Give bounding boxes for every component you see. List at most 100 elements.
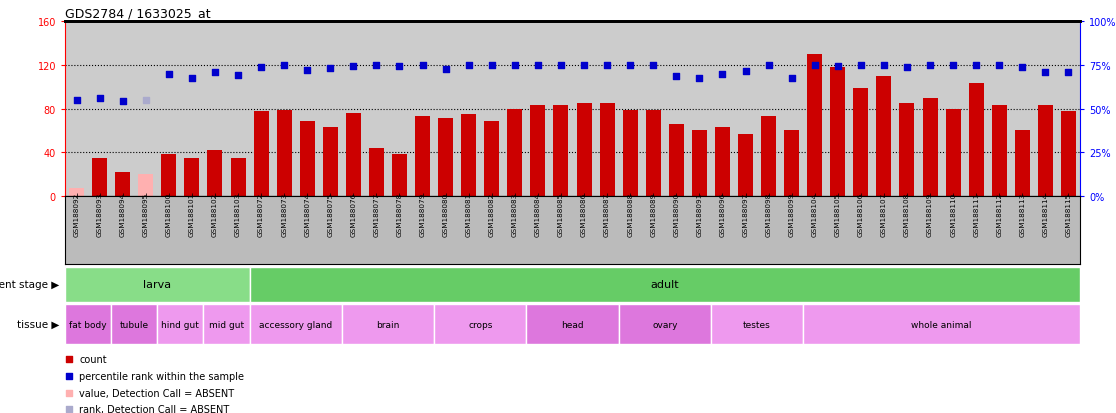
Text: value, Detection Call = ABSENT: value, Detection Call = ABSENT (79, 387, 234, 398)
Bar (231, 158, 246, 197)
Bar (392, 155, 407, 197)
Point (782, 76, 800, 82)
Bar (945, 109, 961, 197)
Bar (369, 149, 384, 197)
Point (137, 97, 155, 104)
Bar (461, 115, 477, 197)
Point (229, 72, 247, 79)
Bar (484, 121, 499, 197)
Bar (253, 112, 269, 197)
Bar (1038, 106, 1052, 197)
Text: ovary: ovary (652, 320, 677, 329)
Bar (527, 304, 618, 344)
Bar (115, 173, 131, 197)
Text: rank, Detection Call = ABSENT: rank, Detection Call = ABSENT (79, 404, 229, 413)
Point (667, 73, 685, 80)
Text: testes: testes (743, 320, 771, 329)
Text: adult: adult (651, 280, 679, 290)
Bar (439, 119, 453, 197)
Point (1013, 64, 1031, 71)
Bar (508, 109, 522, 197)
Text: accessory gland: accessory gland (259, 320, 333, 329)
Text: hind gut: hind gut (162, 320, 200, 329)
Bar (830, 68, 845, 197)
Point (990, 62, 1008, 69)
Point (160, 71, 177, 78)
Bar (184, 158, 200, 197)
Bar (434, 304, 527, 344)
Bar (65, 267, 250, 302)
Text: whole animal: whole animal (912, 320, 972, 329)
Point (944, 62, 962, 69)
Bar (618, 304, 711, 344)
Point (60, 373, 78, 379)
Bar (69, 189, 84, 197)
Text: tissue ▶: tissue ▶ (17, 319, 59, 329)
Bar (250, 304, 341, 344)
Bar (992, 106, 1007, 197)
Bar (1014, 131, 1030, 197)
Bar (1061, 112, 1076, 197)
Point (367, 62, 385, 69)
Bar (692, 131, 706, 197)
Point (691, 76, 709, 82)
Point (760, 62, 778, 69)
Point (183, 76, 201, 82)
Bar (162, 155, 176, 197)
Text: count: count (79, 354, 107, 364)
Bar (854, 88, 868, 197)
Point (60, 356, 78, 362)
Point (298, 68, 316, 74)
Text: brain: brain (376, 320, 400, 329)
Text: fat body: fat body (69, 320, 107, 329)
Point (529, 62, 547, 69)
Point (206, 70, 224, 76)
Point (713, 71, 731, 78)
Bar (554, 106, 568, 197)
Bar (341, 304, 434, 344)
Bar (807, 55, 822, 197)
Point (321, 66, 339, 72)
Point (276, 62, 294, 69)
Bar (577, 104, 591, 197)
Bar (899, 104, 914, 197)
Point (90, 95, 108, 102)
Bar (599, 104, 615, 197)
Text: development stage ▶: development stage ▶ (0, 280, 59, 290)
Point (252, 64, 270, 71)
Text: head: head (561, 320, 584, 329)
Point (391, 63, 408, 70)
Text: mid gut: mid gut (209, 320, 244, 329)
Bar (250, 267, 1080, 302)
Point (460, 62, 478, 69)
Point (852, 62, 869, 69)
Bar (761, 117, 776, 197)
Bar (203, 304, 250, 344)
Point (345, 63, 363, 70)
Point (436, 66, 454, 73)
Bar (346, 114, 360, 197)
Bar (323, 128, 338, 197)
Point (414, 62, 432, 69)
Bar (157, 304, 203, 344)
Bar (300, 121, 315, 197)
Bar (646, 110, 661, 197)
Point (829, 63, 847, 70)
Bar (668, 124, 684, 197)
Point (598, 62, 616, 69)
Text: larva: larva (143, 280, 172, 290)
Bar (715, 128, 730, 197)
Point (968, 62, 985, 69)
Point (552, 62, 570, 69)
Point (737, 69, 754, 76)
Point (622, 62, 639, 69)
Point (644, 62, 662, 69)
Point (68, 97, 86, 104)
Bar (112, 304, 157, 344)
Point (114, 98, 132, 105)
Bar (923, 98, 937, 197)
Bar (415, 117, 430, 197)
Point (575, 62, 593, 69)
Bar (530, 106, 546, 197)
Point (921, 62, 939, 69)
